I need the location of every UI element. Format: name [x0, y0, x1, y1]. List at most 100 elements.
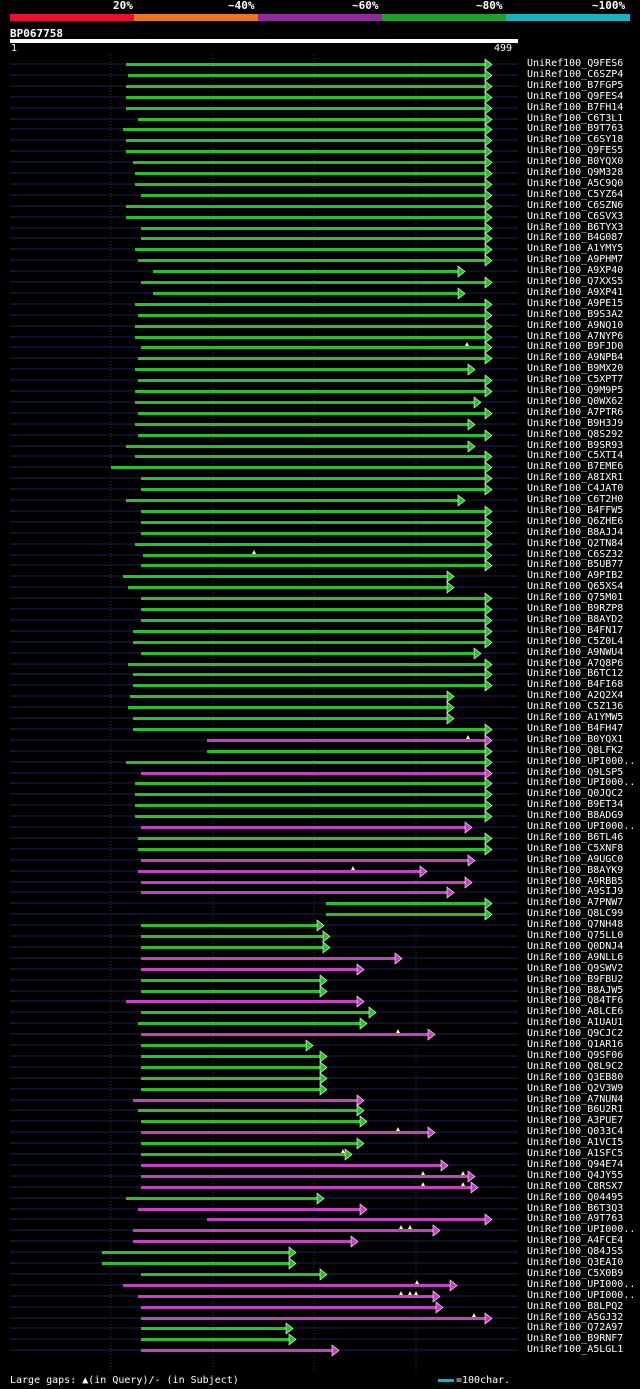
hit-link[interactable]: UniRef100_C6T2H0 — [527, 494, 624, 505]
hit-link[interactable]: UniRef100_B6TC12 — [527, 668, 624, 679]
hit-link[interactable]: UniRef100_B9FBU2 — [527, 974, 624, 985]
hit-link[interactable]: UniRef100_B9RZP8 — [527, 603, 624, 614]
hit-link[interactable]: UniRef100_A9NWU4 — [527, 647, 624, 658]
hit-link[interactable]: UniRef100_A7Q8P6 — [527, 658, 624, 669]
hit-link[interactable]: UniRef100_Q6ZHE6 — [527, 516, 624, 527]
hit-link[interactable]: UniRef100_B9SR93 — [527, 440, 624, 451]
hit-link[interactable]: UniRef100_B5UB77 — [527, 559, 624, 570]
hit-link[interactable]: UniRef100_UPI000.. — [527, 1224, 636, 1235]
hit-link[interactable]: UniRef100_A9XP40 — [527, 265, 624, 276]
hit-link[interactable]: UniRef100_A1SFC5 — [527, 1148, 624, 1159]
hit-link[interactable]: UniRef100_B9ET34 — [527, 799, 624, 810]
hit-link[interactable]: UniRef100_B9RNF7 — [527, 1333, 624, 1344]
hit-link[interactable]: UniRef100_B8AYK9 — [527, 865, 624, 876]
hit-link[interactable]: UniRef100_B8AJJ4 — [527, 527, 624, 538]
hit-link[interactable]: UniRef100_A9PIB2 — [527, 570, 624, 581]
hit-link[interactable]: UniRef100_A9RBB5 — [527, 876, 624, 887]
hit-link[interactable]: UniRef100_UPI000.. — [527, 756, 636, 767]
hit-link[interactable]: UniRef100_B4FH47 — [527, 723, 624, 734]
hit-link[interactable]: UniRef100_C4JAT0 — [527, 483, 624, 494]
hit-link[interactable]: UniRef100_Q3EB80 — [527, 1072, 624, 1083]
hit-link[interactable]: UniRef100_A1UAU1 — [527, 1017, 624, 1028]
hit-link[interactable]: UniRef100_UPI000.. — [527, 777, 636, 788]
hit-link[interactable]: UniRef100_Q3EAI0 — [527, 1257, 624, 1268]
hit-link[interactable]: UniRef100_B8AJW5 — [527, 985, 624, 996]
hit-link[interactable]: UniRef100_C5Z136 — [527, 701, 624, 712]
hit-link[interactable]: UniRef100_A9PHM7 — [527, 254, 624, 265]
hit-link[interactable]: UniRef100_A5C9Q0 — [527, 178, 624, 189]
hit-link[interactable]: UniRef100_C5XPT7 — [527, 374, 624, 385]
hit-link[interactable]: UniRef100_B7FH14 — [527, 102, 624, 113]
hit-link[interactable]: UniRef100_Q7NH48 — [527, 919, 624, 930]
hit-link[interactable]: UniRef100_Q9CJC2 — [527, 1028, 624, 1039]
hit-link[interactable]: UniRef100_C5Z0L4 — [527, 636, 624, 647]
hit-link[interactable]: UniRef100_C5X0B9 — [527, 1268, 624, 1279]
hit-link[interactable]: UniRef100_B9S3A2 — [527, 309, 624, 320]
hit-link[interactable]: UniRef100_Q8S292 — [527, 429, 624, 440]
hit-link[interactable]: UniRef100_UPI000.. — [527, 1290, 636, 1301]
hit-link[interactable]: UniRef100_Q75M01 — [527, 592, 624, 603]
hit-link[interactable]: UniRef100_A9PE15 — [527, 298, 624, 309]
hit-link[interactable]: UniRef100_Q1AR16 — [527, 1039, 624, 1050]
hit-link[interactable]: UniRef100_B4FN17 — [527, 625, 624, 636]
hit-link[interactable]: UniRef100_Q72A97 — [527, 1322, 624, 1333]
hit-link[interactable]: UniRef100_C6SZN6 — [527, 200, 624, 211]
hit-link[interactable]: UniRef100_Q2V3W9 — [527, 1083, 624, 1094]
hit-link[interactable]: UniRef100_Q7XXS5 — [527, 276, 624, 287]
hit-link[interactable]: UniRef100_Q9FES6 — [527, 58, 624, 69]
hit-link[interactable]: UniRef100_Q04495 — [527, 1192, 624, 1203]
hit-link[interactable]: UniRef100_Q65XS4 — [527, 581, 624, 592]
hit-link[interactable]: UniRef100_B6TYX3 — [527, 222, 624, 233]
hit-link[interactable]: UniRef100_Q2TN84 — [527, 538, 624, 549]
hit-link[interactable]: UniRef100_Q9SWV2 — [527, 963, 624, 974]
hit-link[interactable]: UniRef100_Q9M9P5 — [527, 385, 624, 396]
hit-link[interactable]: UniRef100_Q8L9C2 — [527, 1061, 624, 1072]
hit-link[interactable]: UniRef100_B4FFW5 — [527, 505, 624, 516]
hit-link[interactable]: UniRef100_A4FCE4 — [527, 1235, 624, 1246]
hit-link[interactable]: UniRef100_A9UGC0 — [527, 854, 624, 865]
hit-link[interactable]: UniRef100_B7EME6 — [527, 461, 624, 472]
hit-link[interactable]: UniRef100_UPI000.. — [527, 821, 636, 832]
hit-link[interactable]: UniRef100_Q9FES5 — [527, 145, 624, 156]
hit-link[interactable]: UniRef100_C6SZ32 — [527, 549, 624, 560]
hit-link[interactable]: UniRef100_A8IXR1 — [527, 472, 624, 483]
hit-link[interactable]: UniRef100_A5GJ32 — [527, 1312, 624, 1323]
hit-link[interactable]: UniRef100_B9H3J9 — [527, 418, 624, 429]
hit-link[interactable]: UniRef100_A7NUN4 — [527, 1094, 624, 1105]
hit-link[interactable]: UniRef100_Q4JY55 — [527, 1170, 624, 1181]
hit-link[interactable]: UniRef100_C6SY18 — [527, 134, 624, 145]
hit-link[interactable]: UniRef100_A9XP41 — [527, 287, 624, 298]
hit-link[interactable]: UniRef100_Q0DNJ4 — [527, 941, 624, 952]
hit-link[interactable]: UniRef100_C6SVX3 — [527, 211, 624, 222]
hit-link[interactable]: UniRef100_Q9SF06 — [527, 1050, 624, 1061]
hit-link[interactable]: UniRef100_A9NLL6 — [527, 952, 624, 963]
hit-link[interactable]: UniRef100_Q9FES4 — [527, 91, 624, 102]
hit-link[interactable]: UniRef100_Q94E74 — [527, 1159, 624, 1170]
hit-link[interactable]: UniRef100_Q75LL0 — [527, 930, 624, 941]
hit-link[interactable]: UniRef100_A9SIJ9 — [527, 886, 624, 897]
hit-link[interactable]: UniRef100_B7FGP5 — [527, 80, 624, 91]
hit-link[interactable]: UniRef100_Q9M328 — [527, 167, 624, 178]
hit-link[interactable]: UniRef100_B0YQX0 — [527, 156, 624, 167]
hit-link[interactable]: UniRef100_C5XNF8 — [527, 843, 624, 854]
hit-link[interactable]: UniRef100_Q84JS5 — [527, 1246, 624, 1257]
hit-link[interactable]: UniRef100_A7NYP6 — [527, 331, 624, 342]
hit-link[interactable]: UniRef100_Q0WX62 — [527, 396, 624, 407]
hit-link[interactable]: UniRef100_Q9LSP5 — [527, 767, 624, 778]
hit-link[interactable]: UniRef100_A1YMY5 — [527, 243, 624, 254]
hit-link[interactable]: UniRef100_A3PUE7 — [527, 1115, 624, 1126]
hit-link[interactable]: UniRef100_C8RSX7 — [527, 1181, 624, 1192]
hit-link[interactable]: UniRef100_B9FJD0 — [527, 341, 624, 352]
hit-link[interactable]: UniRef100_B6T3Q3 — [527, 1203, 624, 1214]
hit-link[interactable]: UniRef100_B4FI68 — [527, 679, 624, 690]
hit-link[interactable]: UniRef100_A7PNW7 — [527, 897, 624, 908]
hit-link[interactable]: UniRef100_B4G087 — [527, 232, 624, 243]
hit-link[interactable]: UniRef100_C5YZ64 — [527, 189, 624, 200]
hit-link[interactable]: UniRef100_B6TL46 — [527, 832, 624, 843]
hit-link[interactable]: UniRef100_Q8LFK2 — [527, 745, 624, 756]
hit-link[interactable]: UniRef100_Q033C4 — [527, 1126, 624, 1137]
hit-link[interactable]: UniRef100_B8AYD2 — [527, 614, 624, 625]
hit-link[interactable]: UniRef100_C5XTI4 — [527, 450, 624, 461]
hit-link[interactable]: UniRef100_B8ADG9 — [527, 810, 624, 821]
hit-link[interactable]: UniRef100_A1VCI5 — [527, 1137, 624, 1148]
